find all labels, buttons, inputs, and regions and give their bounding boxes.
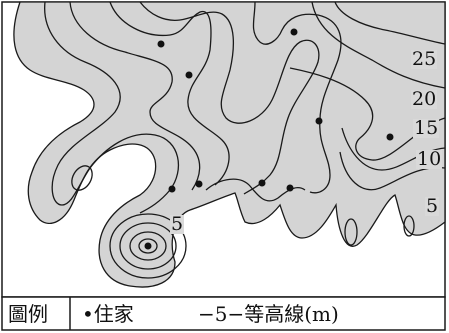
hill-contour bbox=[129, 231, 167, 261]
house-dot bbox=[157, 40, 165, 48]
closed-contour bbox=[344, 218, 358, 246]
closed-contour bbox=[403, 215, 415, 237]
contour-line bbox=[252, 1, 342, 194]
contour-line bbox=[311, 1, 446, 89]
closed-contour bbox=[71, 165, 93, 191]
contour-line bbox=[109, 1, 230, 186]
small-closed-contours bbox=[71, 165, 415, 246]
contour-line bbox=[334, 1, 446, 45]
legend-contour: −5−等高線(m) bbox=[198, 302, 339, 326]
contour-line bbox=[339, 151, 446, 191]
house-dot bbox=[286, 184, 294, 192]
house-dot bbox=[168, 185, 176, 193]
house-dot bbox=[386, 133, 394, 141]
contour-label-5-east: 5 bbox=[425, 195, 440, 217]
contour-label-20: 20 bbox=[411, 88, 438, 110]
contour-line bbox=[44, 1, 179, 214]
contour-label-15: 15 bbox=[413, 117, 440, 139]
contour-line bbox=[69, 1, 201, 191]
contour-label-5-hill: 5 bbox=[170, 213, 185, 235]
land-area bbox=[13, 1, 446, 288]
hill-contour bbox=[138, 238, 158, 254]
house-dot bbox=[195, 180, 203, 188]
contour-label-25: 25 bbox=[411, 48, 438, 70]
contour-label-10: 10 bbox=[416, 148, 443, 170]
house-dot bbox=[258, 179, 266, 187]
legend-frame bbox=[1, 296, 446, 331]
contour-line bbox=[139, 1, 320, 195]
hill-contours bbox=[109, 213, 187, 279]
houses bbox=[144, 28, 394, 250]
hill-contour bbox=[109, 213, 187, 279]
house-dot bbox=[315, 117, 323, 125]
contour-lines bbox=[44, 1, 446, 214]
house-dot bbox=[185, 71, 193, 79]
house-dot bbox=[290, 28, 298, 36]
legend-title: 圖例 bbox=[8, 302, 48, 326]
hill-contour bbox=[119, 222, 177, 270]
contour-line bbox=[289, 67, 446, 161]
house-dot bbox=[144, 242, 152, 250]
legend-house: •住家 bbox=[82, 302, 134, 326]
